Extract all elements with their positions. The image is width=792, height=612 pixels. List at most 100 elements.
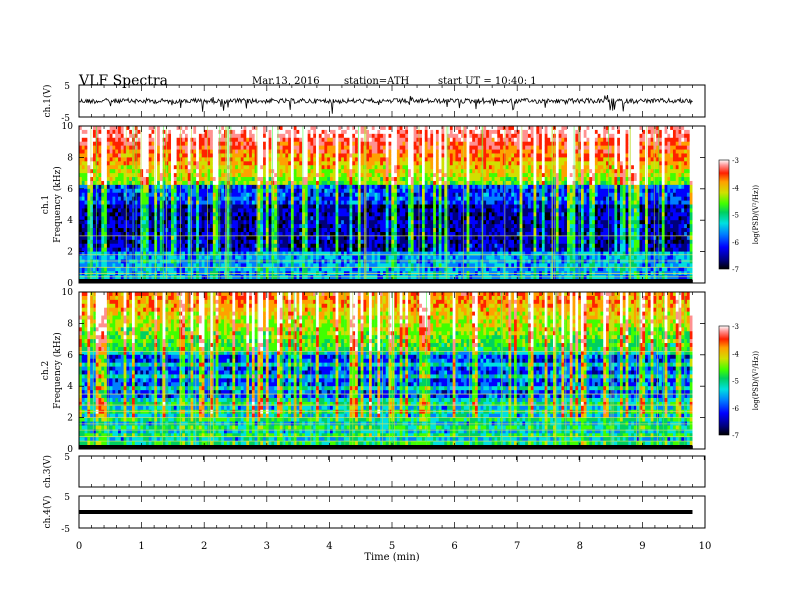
spectrogram-cell: [87, 177, 91, 182]
spectrogram-cell: [126, 157, 130, 162]
spectrogram-cell: [377, 161, 381, 166]
spectrogram-cell: [184, 188, 189, 194]
spectrogram-cell: [360, 212, 364, 217]
spectrogram-cell: [196, 239, 200, 245]
spectrogram-cell: [282, 145, 286, 150]
spectrogram-cell: [346, 145, 350, 150]
spectrogram-cell: [249, 220, 253, 225]
spectrogram-cell: [112, 204, 116, 209]
spectrogram-cell: [87, 216, 91, 221]
spectrogram-cell: [388, 192, 392, 198]
spectrogram-cell: [371, 129, 375, 135]
spectrogram-cell: [215, 184, 219, 190]
spectrogram-cell: [201, 126, 205, 131]
spectrogram-cell: [148, 231, 152, 237]
spectrogram-cell: [324, 263, 328, 268]
spectrogram-cell: [296, 200, 300, 205]
spectrogram-cell: [416, 247, 420, 252]
spectrogram-cell: [184, 216, 189, 221]
spectrogram-cell: [92, 177, 97, 182]
spectrogram-cell: [243, 239, 247, 245]
spectrogram-cell: [168, 259, 172, 264]
spectrogram-cell: [382, 204, 387, 209]
spectrogram-cell: [394, 251, 398, 256]
spectrogram-cell: [338, 145, 342, 150]
spectrogram-cell: [360, 204, 364, 209]
spectrogram-cell: [343, 133, 348, 139]
spectrogram-cell: [98, 263, 102, 268]
spectrogram-cell: [282, 212, 286, 217]
spectrogram-cell: [276, 212, 281, 217]
spectrogram-cell: [416, 141, 420, 147]
spectrogram-cell: [285, 255, 289, 260]
spectrogram-cell: [341, 243, 345, 249]
spectrogram-cell: [148, 216, 152, 221]
spectrogram-cell: [324, 149, 328, 154]
spectrogram-cell: [171, 129, 175, 135]
spectrogram-cell: [173, 145, 177, 150]
spectrogram-cell: [352, 239, 356, 245]
spectrogram-cell: [179, 275, 183, 280]
spectrogram-cell: [162, 200, 166, 205]
spectrogram-cell: [335, 200, 339, 205]
spectrogram-cell: [179, 169, 183, 174]
spectrogram-cell: [405, 196, 409, 201]
spectrogram-cell: [232, 129, 236, 135]
spectrogram-cell: [212, 239, 217, 245]
spectrogram-cell: [112, 267, 116, 272]
spectrogram-cell: [243, 263, 247, 268]
spectrogram-cell: [145, 228, 150, 233]
spectrogram-cell: [413, 169, 417, 174]
spectrogram-cell: [165, 173, 169, 178]
spectrogram-cell: [184, 129, 189, 135]
spectrogram-cell: [388, 126, 392, 131]
spectrogram-cell: [154, 149, 158, 154]
spectrogram-cell: [282, 243, 286, 249]
spectrogram-cell: [240, 145, 244, 150]
spectrogram-cell: [240, 200, 244, 205]
spectrogram-cell: [184, 251, 189, 256]
spectrogram-cell: [329, 126, 334, 131]
spectrogram-cell: [307, 251, 311, 256]
spectrogram-cell: [324, 239, 328, 245]
spectrogram-cell: [98, 231, 102, 237]
spectrogram-cell: [126, 212, 130, 217]
spectrogram-cell: [380, 184, 384, 190]
spectrogram-cell: [302, 133, 306, 139]
spectrogram-cell: [318, 137, 323, 143]
spectrogram-cell: [179, 184, 183, 190]
spectrogram-cell: [179, 243, 183, 249]
start-time-label: start UT = 10:40: 1: [438, 76, 537, 87]
spectrogram-cell: [413, 243, 417, 249]
spectrogram-cell: [296, 141, 300, 147]
spectrogram-cell: [282, 208, 286, 213]
spectrogram-cell: [140, 192, 144, 198]
spectrogram-cell: [137, 263, 141, 268]
spectrogram-cell: [360, 184, 364, 190]
spectrogram-cell: [385, 149, 389, 154]
spectrogram-cell: [288, 188, 292, 194]
spectrogram-cell: [212, 149, 217, 154]
spectrogram-cell: [377, 216, 381, 221]
spectrogram-cell: [424, 153, 428, 158]
spectrogram-cell: [274, 224, 278, 229]
spectrogram-cell: [276, 255, 281, 260]
spectrogram-cell: [179, 235, 183, 241]
spectrogram-cell: [335, 239, 339, 245]
spectrogram-cell: [290, 177, 295, 182]
spectrogram-cell: [360, 247, 364, 252]
spectrogram-cell: [246, 126, 250, 131]
spectrogram-cell: [171, 184, 175, 190]
spectrogram-cell: [279, 169, 283, 174]
spectrogram-cell: [391, 165, 395, 170]
spectrogram-cell: [421, 153, 426, 158]
spectrogram-cell: [87, 161, 91, 166]
spectrogram-cell: [296, 161, 300, 166]
spectrogram-cell: [190, 200, 194, 205]
spectrogram-cell: [137, 188, 141, 194]
spectrogram-cell: [129, 239, 133, 245]
spectrogram-cell: [187, 243, 191, 249]
spectrogram-cell: [165, 126, 169, 131]
spectrogram-cell: [343, 177, 348, 182]
spectrogram-cell: [243, 243, 247, 249]
